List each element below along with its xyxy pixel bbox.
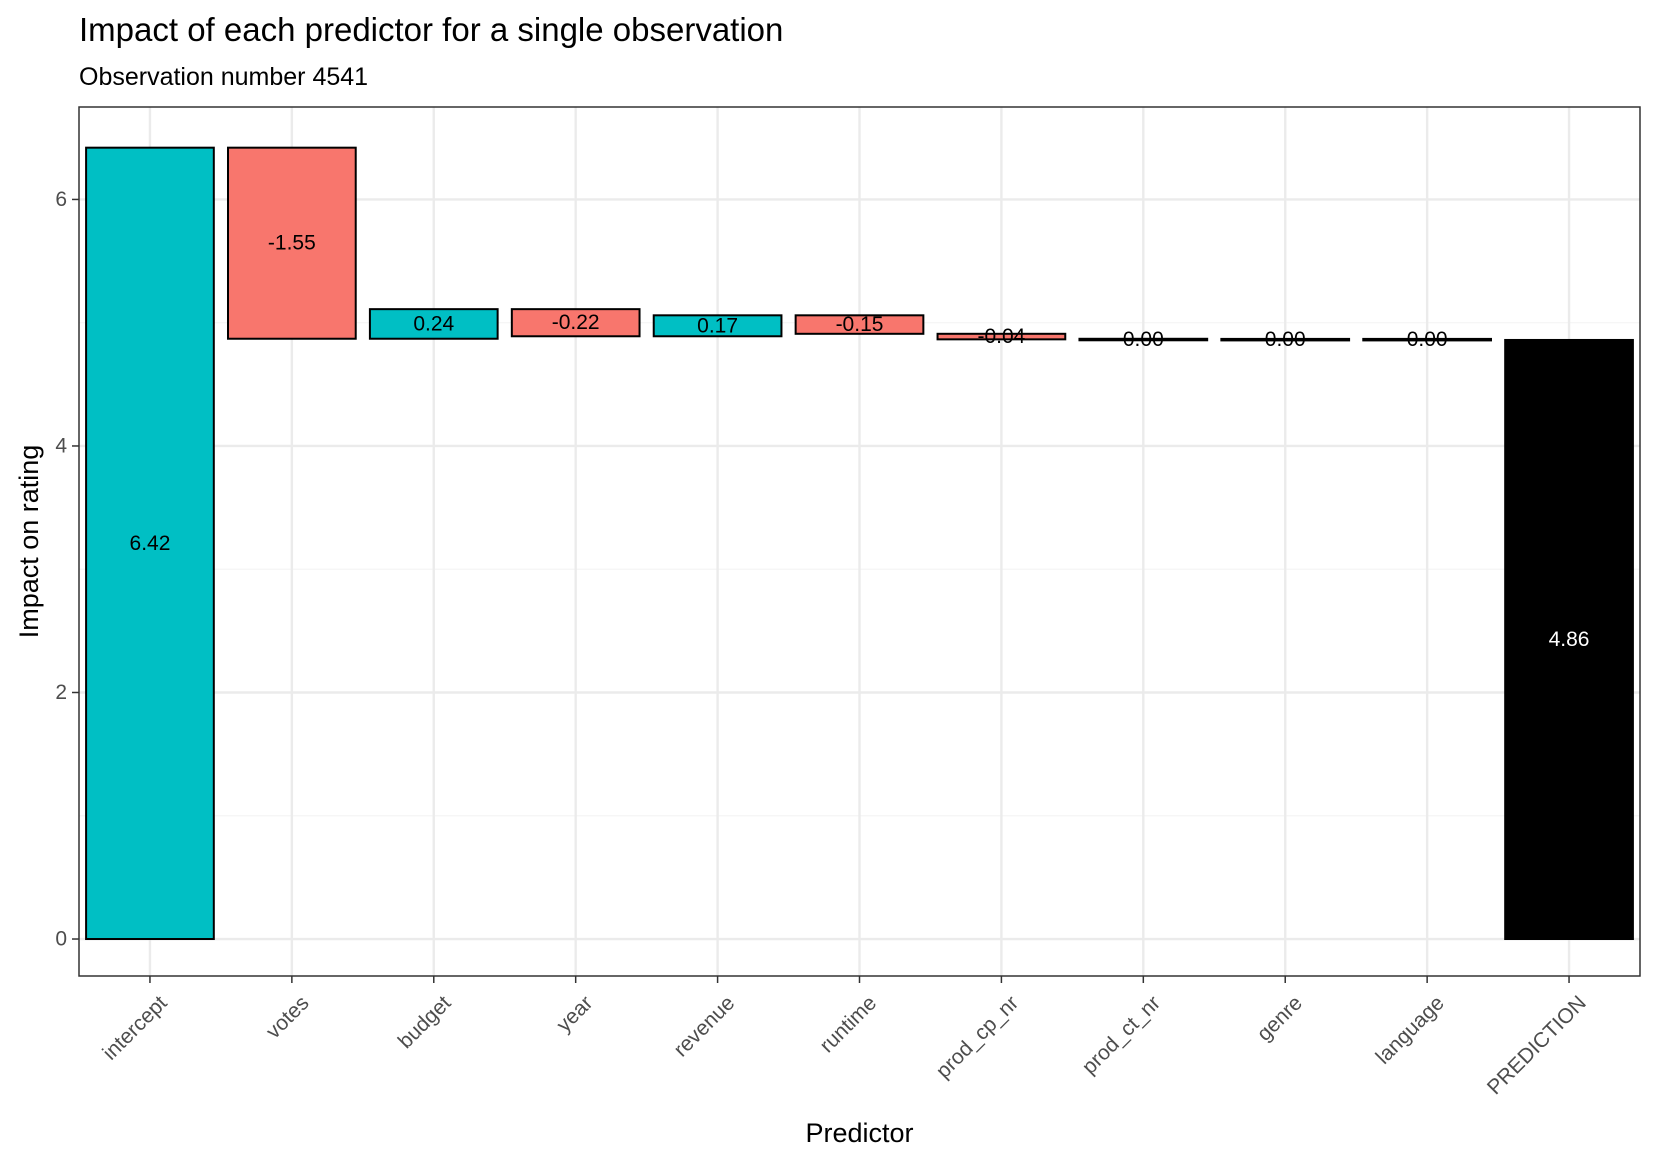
bars [85,146,1634,941]
x-tick-label: genre [1253,991,1307,1045]
bar-budget [368,308,499,340]
y-tick-label: 6 [55,188,67,211]
x-tick-label: budget [394,991,456,1053]
bar-intercept [85,146,215,941]
data-label-genre: 0.00 [1265,328,1306,351]
data-label-runtime: -0.15 [836,313,884,336]
y-tick-label: 4 [55,434,67,457]
x-axis: intercept votes budget year revenue runtime pr… [98,976,1591,1099]
data-labels: 6.42 -1.55 0.24 -0.22 0.17 -0.15 -0.04 0.00 0.00… [130,232,1590,651]
x-tick-label: runtime [815,991,881,1057]
data-label-year: -0.22 [552,311,600,334]
bar-runtime [794,314,925,335]
data-label-votes: -1.55 [268,232,316,255]
bar-prod_cp_nr [936,332,1067,341]
x-tick-label: language [1371,991,1448,1068]
bar-votes [227,146,357,340]
y-axis: 0 2 4 6 [55,188,79,951]
bar-year [510,308,641,338]
y-tick-label: 0 [55,928,67,951]
x-tick-label: prod_cp_nr [932,991,1023,1082]
x-tick-label: intercept [98,991,171,1064]
data-label-budget: 0.24 [413,312,454,335]
data-label-language: 0.00 [1407,328,1448,351]
x-tick-label: revenue [669,991,739,1061]
chart-title: Impact of each predictor for a single ob… [79,11,783,48]
x-axis-title: Predictor [805,1118,913,1148]
bar-prod_ct_nr [1078,337,1209,342]
x-tick-label: prod_ct_nr [1078,991,1165,1078]
chart-subtitle: Observation number 4541 [79,63,368,91]
y-axis-title: Impact on rating [14,445,44,639]
data-label-prod_ct_nr: 0.00 [1123,328,1164,351]
bar-language [1362,337,1492,342]
x-tick-label: votes [262,991,314,1043]
data-label-prod_cp_nr: -0.04 [977,325,1025,348]
bar-revenue [652,314,783,338]
x-tick-label: year [552,991,597,1036]
x-tick-label: PREDICTION [1483,991,1591,1099]
data-label-PREDICTION: 4.86 [1549,628,1590,651]
data-label-intercept: 6.42 [130,532,171,555]
bar-genre [1220,337,1351,342]
data-label-revenue: 0.17 [697,314,738,337]
bar-PREDICTION [1504,338,1634,941]
y-tick-label: 2 [55,681,67,704]
